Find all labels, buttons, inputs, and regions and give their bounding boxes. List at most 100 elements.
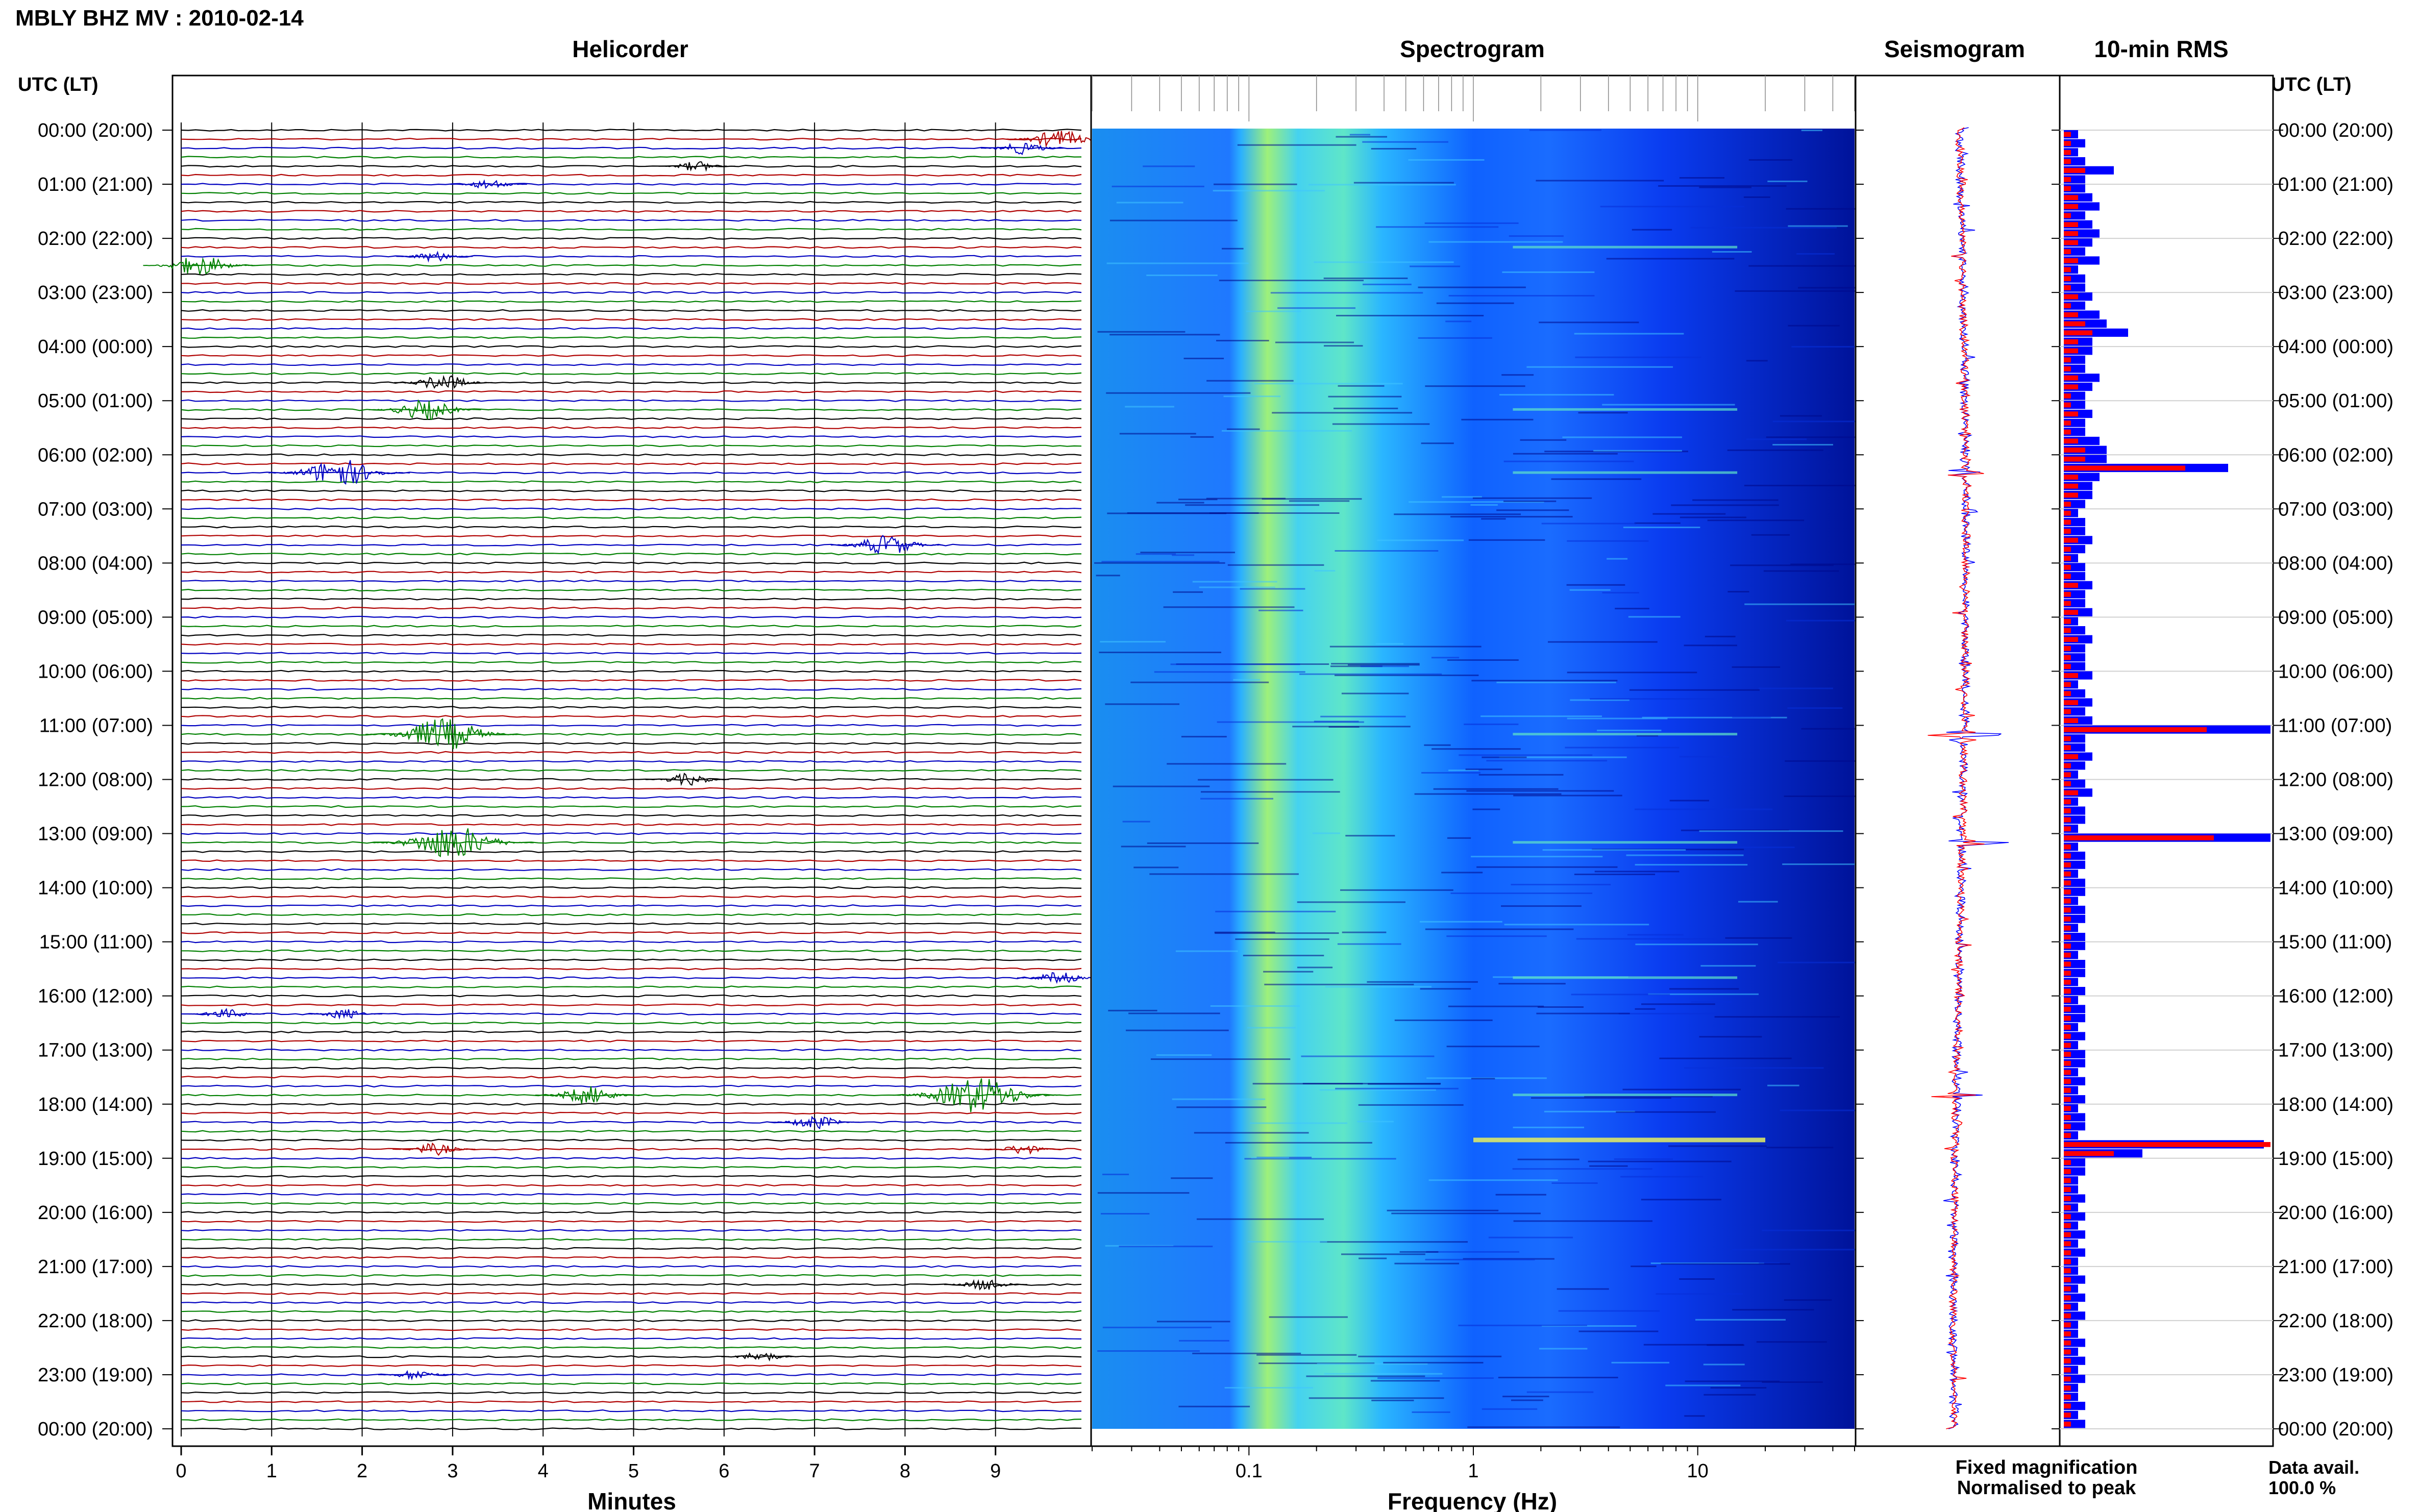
rms-bar-normalised xyxy=(2064,907,2071,913)
rms-bar-normalised xyxy=(2064,213,2071,218)
spectrogram-streak xyxy=(1445,320,1472,323)
spectrogram-streak xyxy=(1094,562,1225,564)
helicorder-trace xyxy=(181,1409,1082,1412)
rms-bar-normalised xyxy=(2064,988,2071,994)
spectrogram-streak xyxy=(1424,744,1451,746)
spectrogram-streak xyxy=(1122,821,1150,823)
helicorder-trace xyxy=(181,877,1082,880)
spectrogram-streak xyxy=(1412,1411,1450,1413)
spectrogram-streak xyxy=(1173,591,1203,593)
spectrogram-event-band xyxy=(1473,1137,1766,1143)
spectrogram-streak xyxy=(1727,449,1823,451)
spectrogram-streak xyxy=(1198,779,1334,781)
spectrogram-streak xyxy=(1588,1160,1732,1162)
spectrogram-streak xyxy=(1641,1003,1715,1005)
spectrogram-streak xyxy=(1170,663,1300,665)
rms-bar-normalised xyxy=(2064,916,2071,922)
spectrogram-streak xyxy=(1529,129,1601,131)
spectrogram-streak xyxy=(1680,516,1746,518)
spectrogram-streak xyxy=(1146,275,1218,276)
spectrogram-streak xyxy=(1213,190,1325,192)
spectrogram-streak xyxy=(1101,1213,1150,1214)
helicorder-trace xyxy=(181,688,1082,691)
seismogram-trace xyxy=(1928,127,2009,1429)
helicorder-trace xyxy=(181,697,1082,700)
spectrogram-streak xyxy=(1472,808,1500,810)
spectrogram-streak xyxy=(1511,1399,1543,1401)
spectrogram-streak xyxy=(1335,674,1479,676)
spectrogram-streak xyxy=(1097,1350,1200,1352)
spectrogram-streak xyxy=(1661,1263,1790,1265)
spectrogram-streak xyxy=(1548,641,1658,643)
helicorder-trace xyxy=(181,958,1082,961)
time-label-right: 00:00 (20:00) xyxy=(2278,120,2393,141)
helicorder-trace xyxy=(181,634,1082,637)
spectrogram-streak xyxy=(1223,395,1281,398)
spectrogram-streak xyxy=(1167,763,1287,765)
helicorder-trace xyxy=(181,1373,1082,1376)
spectrogram-streak xyxy=(1695,1319,1786,1321)
rms-bar-normalised xyxy=(2064,1079,2071,1084)
helicorder-trace xyxy=(181,1166,1082,1169)
spectrogram-streak xyxy=(1616,1111,1716,1113)
rms-bar-normalised xyxy=(2064,944,2071,949)
spectrogram-streak xyxy=(1526,1391,1594,1393)
spectrogram-streak xyxy=(1714,1016,1840,1018)
minute-tick-label: 8 xyxy=(900,1460,910,1482)
spectrogram-streak xyxy=(1567,540,1649,542)
helicorder-event xyxy=(893,1078,1062,1112)
utc-label-right: UTC (LT) xyxy=(2271,74,2352,95)
spectrogram-streak xyxy=(1539,321,1639,324)
rms-bar-normalised xyxy=(2064,456,2085,462)
spectrogram-streak xyxy=(1126,1029,1229,1031)
time-label-left: 01:00 (21:00) xyxy=(38,174,153,195)
helicorder-trace xyxy=(181,1283,1082,1286)
spectrogram-streak xyxy=(1431,748,1521,750)
spectrogram-streak xyxy=(1448,1005,1544,1007)
spectrogram-streak xyxy=(1323,277,1408,279)
spectrogram-event-line xyxy=(1513,841,1738,844)
rms-bar-normalised xyxy=(2064,1223,2071,1228)
time-label-right: 18:00 (14:00) xyxy=(2278,1094,2393,1116)
rms-bar-normalised xyxy=(2064,1259,2071,1265)
rms-bar-normalised xyxy=(2064,1006,2071,1012)
time-label-left: 15:00 (11:00) xyxy=(39,932,153,953)
helicorder-trace xyxy=(181,913,1082,916)
helicorder-trace xyxy=(181,1211,1082,1214)
helicorder-event xyxy=(371,828,534,858)
spectrogram-streak xyxy=(1632,229,1672,231)
rms-bar-normalised xyxy=(2064,510,2071,516)
spectrogram-streak xyxy=(1576,938,1718,940)
spectrogram-streak xyxy=(1409,501,1544,503)
spectrogram-streak xyxy=(1615,608,1649,610)
spectrogram-streak xyxy=(1147,842,1259,844)
spectrogram-streak xyxy=(1436,302,1514,304)
spectrogram-streak xyxy=(1119,1246,1213,1248)
time-axis-right: 00:00 (20:00) 01:00 (21:00) 02:00 (22:00) 0… xyxy=(2273,120,2393,1440)
rms-bar-normalised xyxy=(2064,1367,2071,1373)
helicorder-event xyxy=(368,399,481,420)
helicorder-trace xyxy=(181,156,1082,159)
helicorder-trace xyxy=(181,1130,1082,1133)
spectrogram-streak xyxy=(1735,290,1867,292)
helicorder-event xyxy=(830,535,943,555)
spectrogram-streak xyxy=(1446,935,1547,937)
helicorder-trace xyxy=(181,471,1082,475)
spectrogram-streak xyxy=(1149,873,1299,875)
spectrogram-streak xyxy=(1679,177,1724,179)
helicorder-trace xyxy=(181,598,1082,601)
spectrogram-streak xyxy=(1112,185,1204,187)
rms-bar-normalised xyxy=(2064,637,2078,642)
spectrogram-streak xyxy=(1461,418,1534,420)
spectrogram-streak xyxy=(1574,333,1684,335)
rms-bar-normalised xyxy=(2064,1160,2071,1165)
time-label-left: 05:00 (01:00) xyxy=(38,390,153,412)
time-label-left: 20:00 (16:00) xyxy=(38,1202,153,1224)
spectrogram-streak xyxy=(1217,721,1364,723)
spectrogram-streak xyxy=(1163,606,1295,608)
spectrogram-streak xyxy=(1428,1179,1558,1181)
spectrogram-streak xyxy=(1732,666,1781,668)
spectrogram-streak xyxy=(1501,905,1582,907)
spectrogram-streak xyxy=(1578,412,1628,414)
spectrogram-streak xyxy=(1584,1096,1713,1098)
